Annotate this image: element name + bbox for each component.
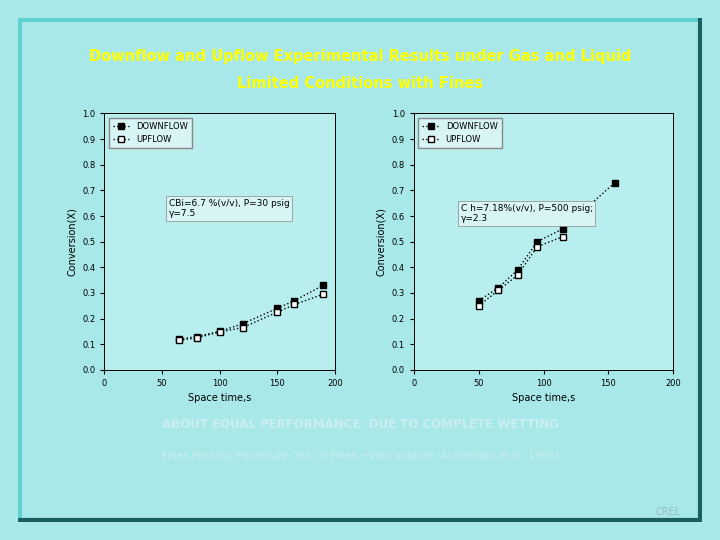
Text: Limited Conditions with Fines: Limited Conditions with Fines	[237, 76, 483, 91]
DOWNFLOW	[513, 267, 522, 273]
DOWNFLOW	[559, 226, 567, 232]
UPFLOW	[533, 244, 541, 250]
Text: CBi=6.7 %(v/v), P=30 psig
γ=7.5: CBi=6.7 %(v/v), P=30 psig γ=7.5	[169, 199, 289, 218]
DOWNFLOW	[290, 298, 299, 304]
Text: CREL: CREL	[655, 507, 680, 517]
UPFLOW	[192, 335, 201, 341]
UPFLOW	[273, 309, 282, 315]
UPFLOW	[494, 287, 503, 294]
Line: UPFLOW: UPFLOW	[476, 234, 566, 308]
UPFLOW	[175, 337, 184, 343]
DOWNFLOW	[533, 238, 541, 245]
Line: DOWNFLOW: DOWNFLOW	[476, 180, 618, 303]
X-axis label: Space time,s: Space time,s	[188, 394, 251, 403]
Line: DOWNFLOW: DOWNFLOW	[176, 282, 326, 342]
X-axis label: Space time,s: Space time,s	[512, 394, 575, 403]
UPFLOW	[319, 291, 328, 298]
DOWNFLOW	[474, 298, 483, 304]
UPFLOW	[238, 325, 247, 331]
DOWNFLOW	[273, 305, 282, 312]
UPFLOW	[290, 301, 299, 308]
Y-axis label: Conversion(X): Conversion(X)	[376, 207, 386, 276]
DOWNFLOW	[175, 336, 184, 342]
DOWNFLOW	[238, 321, 247, 327]
DOWNFLOW	[319, 282, 328, 288]
Legend: DOWNFLOW, UPFLOW: DOWNFLOW, UPFLOW	[418, 118, 502, 148]
Legend: DOWNFLOW, UPFLOW: DOWNFLOW, UPFLOW	[109, 118, 192, 148]
UPFLOW	[559, 233, 567, 240]
Text: Fines Packing Procedure: Vol. of Fines ~Void volume (Al-Dahhan et al. 1995): Fines Packing Procedure: Vol. of Fines ~…	[162, 451, 558, 461]
UPFLOW	[215, 329, 224, 335]
Text: Downflow and Upflow Experimental Results under Gas and Liquid: Downflow and Upflow Experimental Results…	[89, 49, 631, 64]
DOWNFLOW	[215, 328, 224, 335]
Text: C h=7.18%(v/v), P=500 psig;
γ=2.3: C h=7.18%(v/v), P=500 psig; γ=2.3	[461, 204, 593, 223]
DOWNFLOW	[494, 285, 503, 291]
UPFLOW	[513, 272, 522, 278]
Y-axis label: Conversion(X): Conversion(X)	[66, 207, 76, 276]
DOWNFLOW	[611, 179, 619, 186]
Text: ABOUT EQUAL PERFORMANCE  DUE TO COMPLETE WETTING: ABOUT EQUAL PERFORMANCE DUE TO COMPLETE …	[161, 417, 559, 430]
UPFLOW	[474, 302, 483, 309]
Line: UPFLOW: UPFLOW	[176, 292, 326, 343]
DOWNFLOW	[192, 333, 201, 340]
